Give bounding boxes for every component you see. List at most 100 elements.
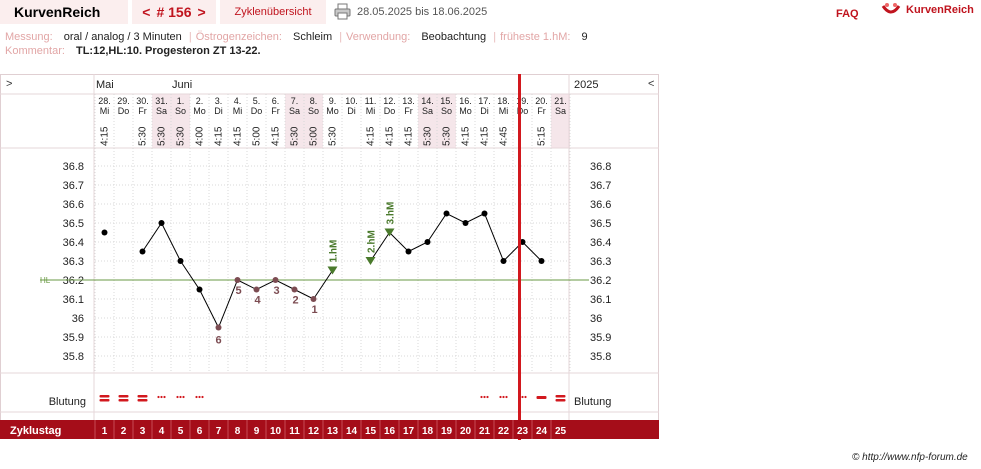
measure-time: 5:15 (537, 126, 548, 146)
printer-icon[interactable] (334, 3, 351, 20)
date-label: 8. (310, 96, 318, 106)
weekday-label: So (308, 106, 319, 116)
comment-label: Kommentar: (5, 45, 65, 57)
cycle-day-number[interactable]: 22 (498, 426, 510, 437)
date-label: 16. (459, 96, 472, 106)
cycle-day-number[interactable]: 13 (327, 426, 339, 437)
measure-time: 4:15 (271, 126, 282, 146)
weekday-label: Fr (537, 106, 546, 116)
ytick-right: 36 (590, 313, 602, 325)
collapse-right-toggle[interactable]: < (648, 78, 654, 90)
hm-label: 2.hM (367, 230, 378, 253)
bleeding-heavy-mark (555, 399, 566, 402)
date-label: 4. (234, 96, 242, 106)
ytick-right: 35.8 (590, 351, 611, 363)
weekend-column (551, 94, 570, 148)
cycle-day-number[interactable]: 3 (140, 426, 146, 437)
weekday-label: Di (214, 106, 223, 116)
cycle-day-number[interactable]: 19 (441, 426, 453, 437)
date-label: 3. (215, 96, 223, 106)
weekday-label: Mi (366, 106, 376, 116)
kurvenreich-logo-icon[interactable] (881, 2, 901, 20)
weekend-column (152, 94, 171, 148)
weekday-label: Mi (233, 106, 243, 116)
cycle-day-number[interactable]: 12 (308, 426, 320, 437)
cycle-day-number[interactable]: 24 (536, 426, 548, 437)
cycle-day-number[interactable]: 9 (254, 426, 260, 437)
ytick-right: 35.9 (590, 332, 611, 344)
cycle-day-number[interactable]: 6 (197, 426, 203, 437)
temperature-point (500, 258, 507, 264)
weekday-label: Fr (271, 106, 280, 116)
cycle-day-number[interactable]: 1 (102, 426, 108, 437)
hm-marker (365, 257, 376, 265)
measure-time: 4:15 (404, 126, 415, 146)
measurement-info: Messung: oral / analog / 3 Minuten | Östr… (5, 31, 588, 43)
cycle-day-number[interactable]: 11 (289, 426, 300, 437)
weekday-label: Fr (138, 106, 147, 116)
bleeding-spot-mark (486, 395, 489, 399)
cycle-day-number[interactable]: 23 (517, 426, 529, 437)
date-label: 7. (291, 96, 299, 106)
temperature-point (424, 239, 431, 245)
bleeding-spot-mark (502, 395, 505, 399)
faq-link[interactable]: FAQ (836, 8, 859, 20)
temperature-point (462, 220, 469, 226)
measure-time: 5:00 (252, 126, 263, 146)
hm-label: 3.hM (386, 202, 397, 225)
preovu-counter: 6 (215, 335, 221, 347)
bleeding-spot-mark (160, 395, 163, 399)
logo-text[interactable]: KurvenReich (906, 4, 974, 16)
temperature-point (101, 229, 108, 236)
weekday-label: Sa (422, 106, 433, 116)
cycle-day-number[interactable]: 25 (555, 426, 567, 437)
date-label: 31. (155, 96, 168, 106)
weekend-column (418, 94, 437, 148)
next-cycle-button[interactable]: > (197, 4, 206, 20)
cycle-day-number[interactable]: 15 (365, 426, 377, 437)
cycle-day-number[interactable]: 4 (159, 426, 165, 437)
cycle-day-number[interactable]: 8 (235, 426, 241, 437)
cycle-day-number[interactable]: 10 (270, 426, 282, 437)
prev-cycle-button[interactable]: < (142, 4, 151, 20)
cycle-day-number[interactable]: 2 (121, 426, 127, 437)
bleeding-spot-mark (518, 395, 521, 399)
measure-time: 5:00 (309, 126, 320, 146)
cycle-day-number[interactable]: 7 (216, 426, 222, 437)
measure-time: 5:30 (138, 126, 149, 146)
weekend-column (171, 94, 190, 148)
bleeding-spot-mark (195, 395, 198, 399)
preovu-counter: 5 (235, 285, 241, 297)
cycle-day-number[interactable]: 17 (403, 426, 415, 437)
measure-time: 5:30 (290, 126, 301, 146)
ytick-right: 36.8 (590, 161, 611, 173)
hm-marker (327, 266, 338, 275)
weekday-label: Di (480, 106, 489, 116)
ytick-left: 36.6 (63, 199, 84, 211)
ytick-left: 36.8 (63, 161, 84, 173)
cycle-day-number[interactable]: 20 (460, 426, 472, 437)
verwendung-value: Beobachtung (421, 31, 487, 43)
top-bar: KurvenReich < # 156 > Zyklenübersicht 28… (0, 0, 981, 24)
cycle-day-number[interactable]: 18 (422, 426, 434, 437)
ytick-left: 36.4 (63, 237, 84, 249)
cycle-nav: < # 156 > (132, 0, 216, 24)
cycle-day-label: Zyklustag (10, 425, 61, 437)
temperature-point (291, 286, 298, 293)
cycle-day-number[interactable]: 5 (178, 426, 184, 437)
bleeding-spot-mark (179, 395, 182, 399)
hm-marker (384, 228, 395, 237)
ytick-left: 35.8 (63, 351, 84, 363)
cycle-day-number[interactable]: 16 (384, 426, 396, 437)
weekday-label: Mi (499, 106, 509, 116)
collapse-left-toggle[interactable]: > (6, 78, 12, 90)
date-label: 15. (440, 96, 453, 106)
cycle-day-number[interactable]: 21 (479, 426, 491, 437)
cycle-overview-link[interactable]: Zyklenübersicht (220, 0, 326, 24)
measure-time: 5:30 (157, 126, 168, 146)
measure-time: 4:45 (499, 126, 510, 146)
weekday-label: Do (251, 106, 263, 116)
cycle-day-number[interactable]: 14 (346, 426, 358, 437)
temperature-point (196, 286, 203, 293)
measure-time: 4:15 (461, 126, 472, 146)
